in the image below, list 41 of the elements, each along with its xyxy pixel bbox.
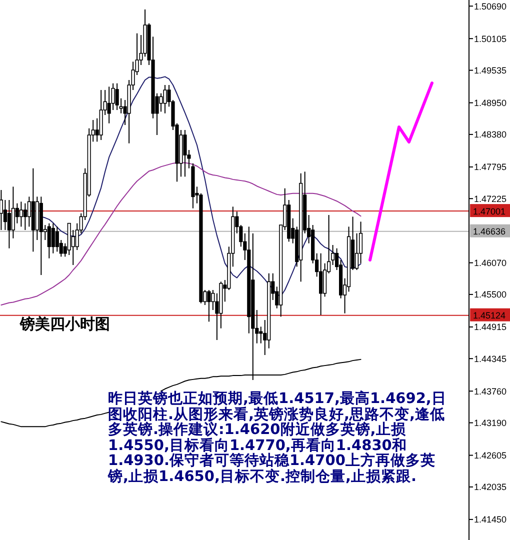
candlestick — [11, 186, 15, 239]
candlestick — [111, 82, 115, 110]
ref-line-label: 1.47001 — [473, 206, 506, 216]
y-tick-label: 1.48380 — [474, 130, 507, 140]
y-tick-label: 1.46070 — [474, 258, 507, 268]
candlestick — [319, 252, 323, 316]
y-tick-label: 1.43190 — [474, 418, 507, 428]
y-tick-label: 1.45500 — [474, 290, 507, 300]
annotation: 昨日英镑也正如预期,最低1.4517,最高1.4692,日图收阳柱.从图形来看,英镑涨势良好,思路不变,逢低多英镑.操作建议:1.4620附近做多英镑,止损1.4550,目标看向1.4770,再看向1.4830和1.4930.保守者可等待站稳1.4700上方再做多英镑,止损1.4650,目标不变.控制仓量,止损紧跟. — [108, 391, 448, 485]
candlestick — [183, 130, 187, 178]
candlestick — [354, 232, 359, 270]
ref-line-label: 1.46636 — [473, 226, 506, 237]
candlestick — [51, 222, 55, 254]
ref-line-label: 1.45124 — [473, 310, 506, 321]
y-tick-label: 1.42605 — [474, 450, 507, 460]
candlestick — [7, 200, 11, 249]
line-series — [0, 162, 362, 306]
candlestick — [207, 290, 211, 322]
candlestick — [159, 92, 163, 112]
candlestick — [27, 196, 31, 228]
candlestick — [211, 290, 215, 310]
candlestick — [115, 82, 119, 110]
candlestick — [0, 190, 3, 230]
candlestick — [19, 201, 23, 228]
y-tick-label: 1.43760 — [474, 386, 507, 396]
annotation: 镑美四小时图 — [20, 315, 111, 333]
y-tick-label: 1.41450 — [474, 514, 507, 525]
candlestick — [107, 86, 111, 124]
y-tick-label: 1.50690 — [474, 1, 507, 12]
candlestick — [23, 202, 27, 230]
candlestick — [47, 222, 51, 259]
candlestick — [163, 84, 167, 114]
y-tick-label: 1.47795 — [474, 162, 507, 172]
y-tick-label: 1.44915 — [474, 322, 507, 332]
y-tick-label: 1.50105 — [474, 34, 507, 44]
y-tick-label: 1.42035 — [474, 482, 507, 492]
candlestick — [55, 226, 59, 252]
y-tick-label: 1.44345 — [474, 354, 507, 364]
y-tick-label: 1.47225 — [474, 194, 507, 204]
y-tick-label: 1.49535 — [474, 65, 507, 76]
y-tick-label: 1.48950 — [474, 98, 507, 108]
